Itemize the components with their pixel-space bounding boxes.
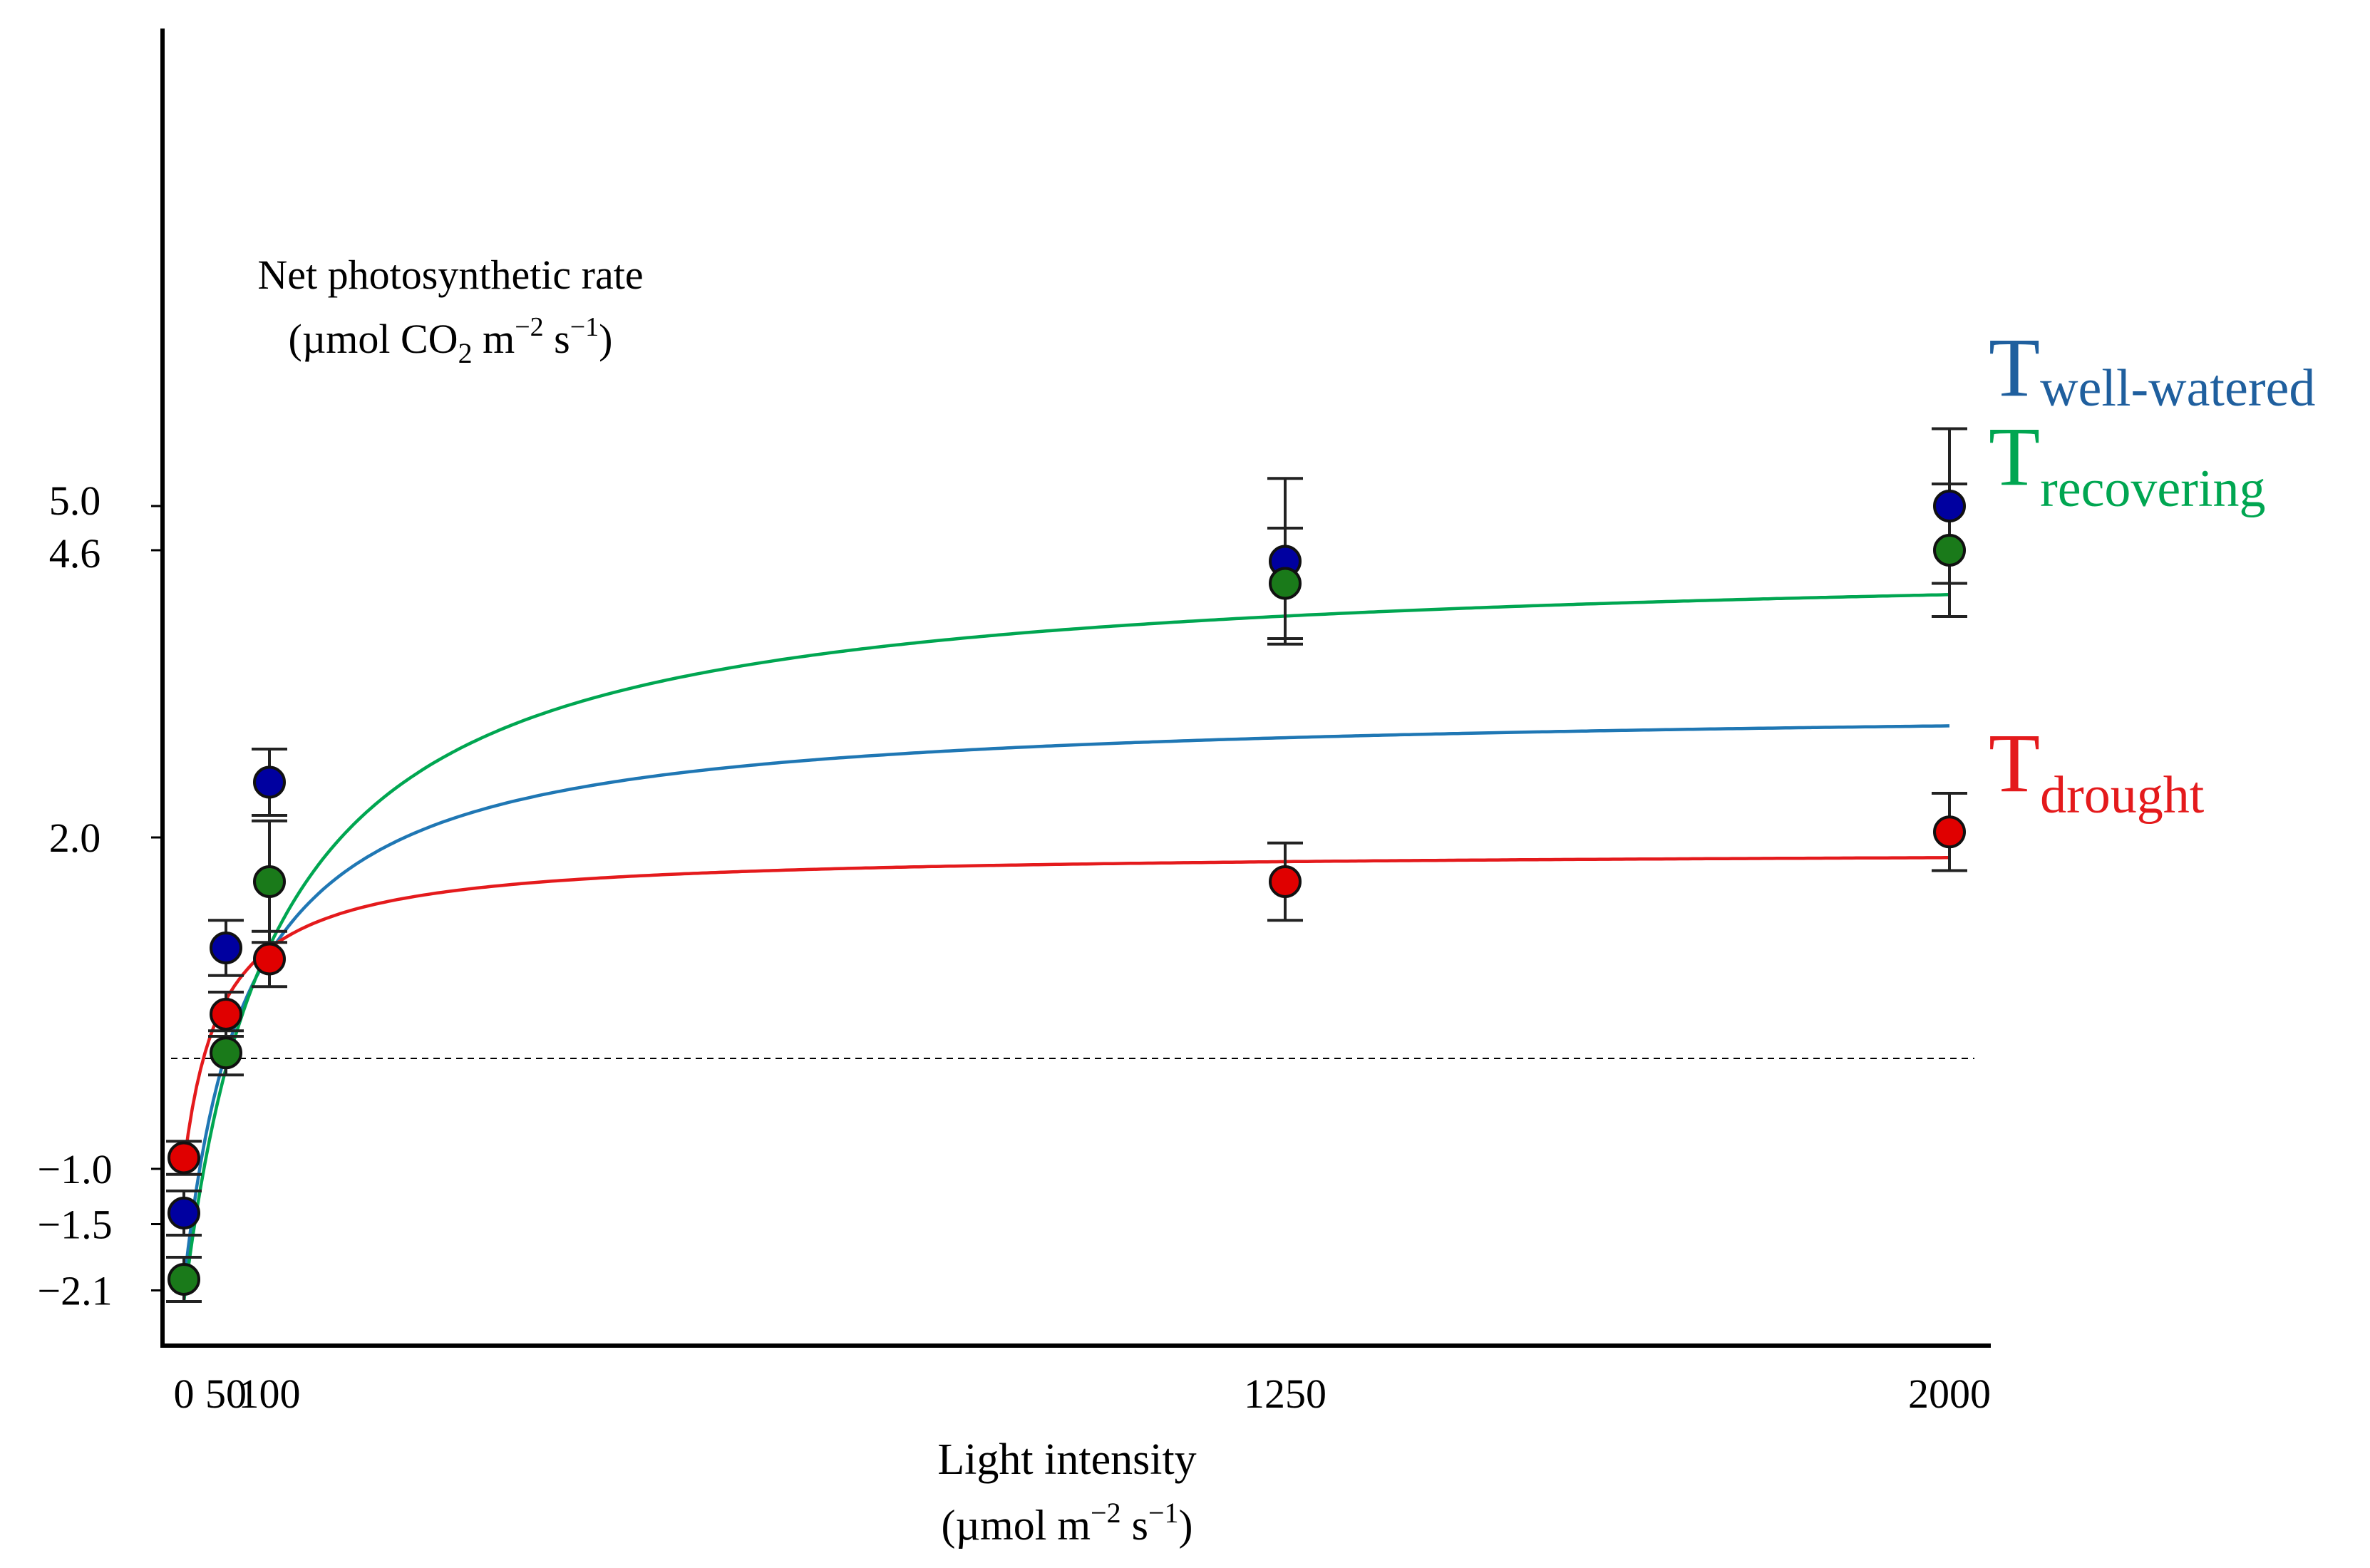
y-tick-label: −2.1: [37, 1268, 112, 1314]
data-point-recovering: [253, 865, 286, 898]
data-point-recovering: [1933, 534, 1966, 567]
series-label-well-watered: Twell-watered: [1989, 321, 2315, 418]
y-tick-label: −1.5: [37, 1202, 112, 1248]
fit-curve-recovering: [182, 593, 1950, 1302]
data-point-drought: [168, 1141, 200, 1175]
y-tick-label: 5.0: [49, 478, 101, 524]
x-axis-title-line2: (µmol m−2 s−1): [941, 1497, 1192, 1549]
data-point-recovering: [210, 1036, 242, 1070]
x-axis-title-line1: Light intensity: [937, 1435, 1196, 1484]
fit-curve-well-watered: [182, 724, 1950, 1286]
data-point-drought: [253, 942, 286, 976]
data-point-well-watered: [1933, 490, 1966, 522]
fit-curve-drought: [182, 856, 1949, 1166]
data-point-well-watered: [168, 1197, 200, 1229]
fit-curves: [182, 593, 1950, 1302]
axes: [160, 29, 1991, 1348]
y-axis-title-line1: Net photosynthetic rate: [257, 252, 643, 298]
y-axis-title-line2: (µmol CO2 m−2 s−1): [289, 312, 613, 369]
data-point-drought: [210, 998, 242, 1031]
x-tick-label: 50: [205, 1371, 247, 1417]
data-point-recovering: [168, 1263, 200, 1296]
data-point-well-watered: [210, 932, 242, 964]
x-tick-label: 100: [239, 1371, 301, 1417]
x-tick-label: 0: [174, 1371, 195, 1417]
data-point-recovering: [1269, 567, 1302, 600]
data-points: [168, 490, 1966, 1296]
x-tick-label: 2000: [1908, 1371, 1991, 1417]
data-point-well-watered: [253, 765, 286, 799]
data-point-drought: [1933, 815, 1966, 849]
y-tick-label: 2.0: [49, 815, 101, 861]
x-tick-label: 1250: [1244, 1371, 1326, 1417]
series-label-drought: Tdrought: [1989, 716, 2205, 825]
data-point-drought: [1269, 865, 1302, 898]
series-label-recovering: Trecovering: [1989, 410, 2265, 518]
y-tick-label: −1.0: [37, 1146, 112, 1192]
y-tick-label: 4.6: [49, 530, 101, 577]
